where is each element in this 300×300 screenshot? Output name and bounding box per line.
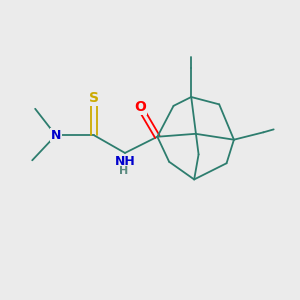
- Text: N: N: [51, 129, 61, 142]
- Text: NH: NH: [115, 155, 136, 168]
- Text: O: O: [134, 100, 146, 114]
- Text: H: H: [118, 166, 128, 176]
- Text: S: S: [89, 92, 99, 106]
